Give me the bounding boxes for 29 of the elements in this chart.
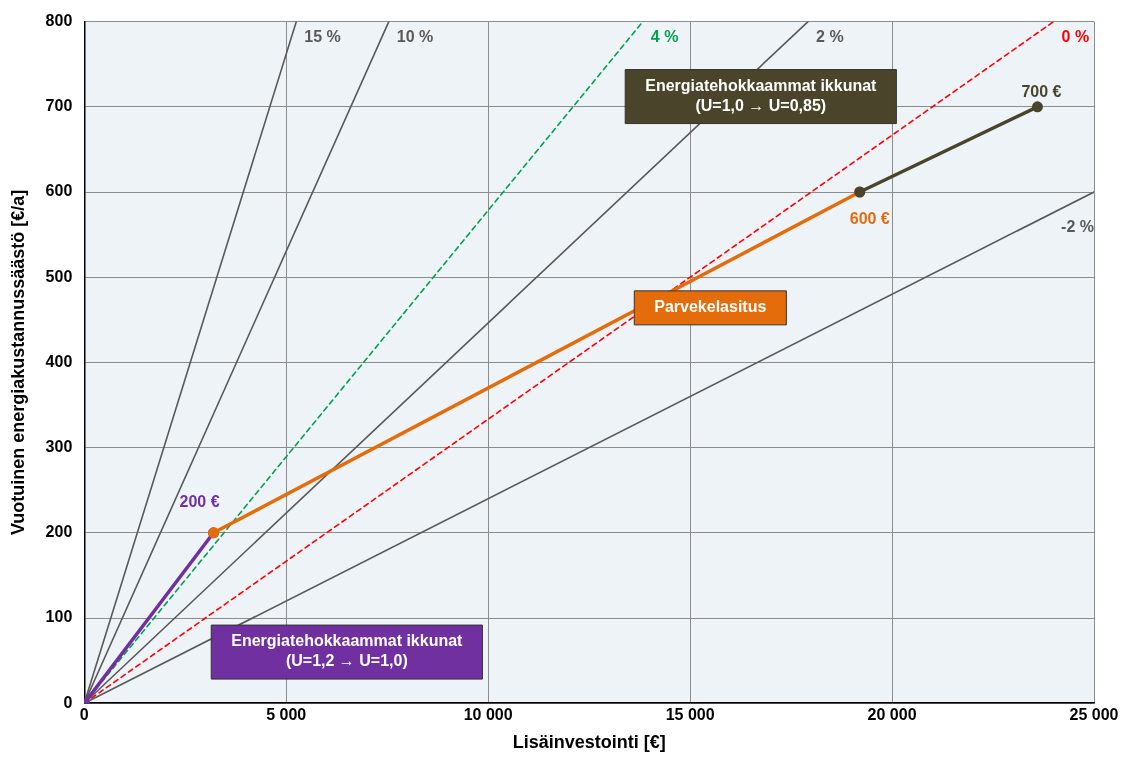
y-tick-label: 600 <box>45 182 73 200</box>
y-tick-label: 500 <box>45 267 73 285</box>
y-tick-label: 300 <box>45 438 73 456</box>
y-tick-label: 400 <box>45 352 73 370</box>
series-label: 10 % <box>396 28 434 46</box>
x-tick-label: 5 000 <box>266 706 307 724</box>
series-label: 0 % <box>1061 28 1090 46</box>
data-label: 200 € <box>179 493 220 511</box>
series-label: 4 % <box>650 28 679 46</box>
y-tick-label: 100 <box>45 608 73 626</box>
series-label: -2 % <box>1061 218 1094 236</box>
x-tick-label: 25 000 <box>1069 706 1119 724</box>
series-label: Parvekelasitus <box>654 298 767 316</box>
x-tick-label: 0 <box>79 706 89 724</box>
data-label: 600 € <box>849 210 890 228</box>
x-tick-label: 20 000 <box>867 706 917 724</box>
x-tick-label: 10 000 <box>463 706 513 724</box>
y-tick-label: 700 <box>45 97 73 115</box>
series-label: 2 % <box>816 28 844 46</box>
text: Energiatehokkaammat ikkunat (U=1,2 → U=1,0) <box>231 632 464 670</box>
x-tick-label: 15 000 <box>665 706 715 724</box>
y-tick-label: 200 <box>45 523 73 541</box>
data-label: 700 € <box>1021 83 1062 101</box>
y-tick-label: 0 <box>63 693 73 711</box>
y-axis-title: Vuotuinen energiakustannussäästö [€/a] <box>7 189 28 536</box>
y-tick-label: 800 <box>45 12 73 30</box>
text: Energiatehokkaammat ikkunat (U=1,0 → U=0,85) <box>645 76 878 114</box>
series-label: 15 % <box>304 28 341 46</box>
x-axis-title: Lisäinvestointi [€] <box>512 732 666 753</box>
